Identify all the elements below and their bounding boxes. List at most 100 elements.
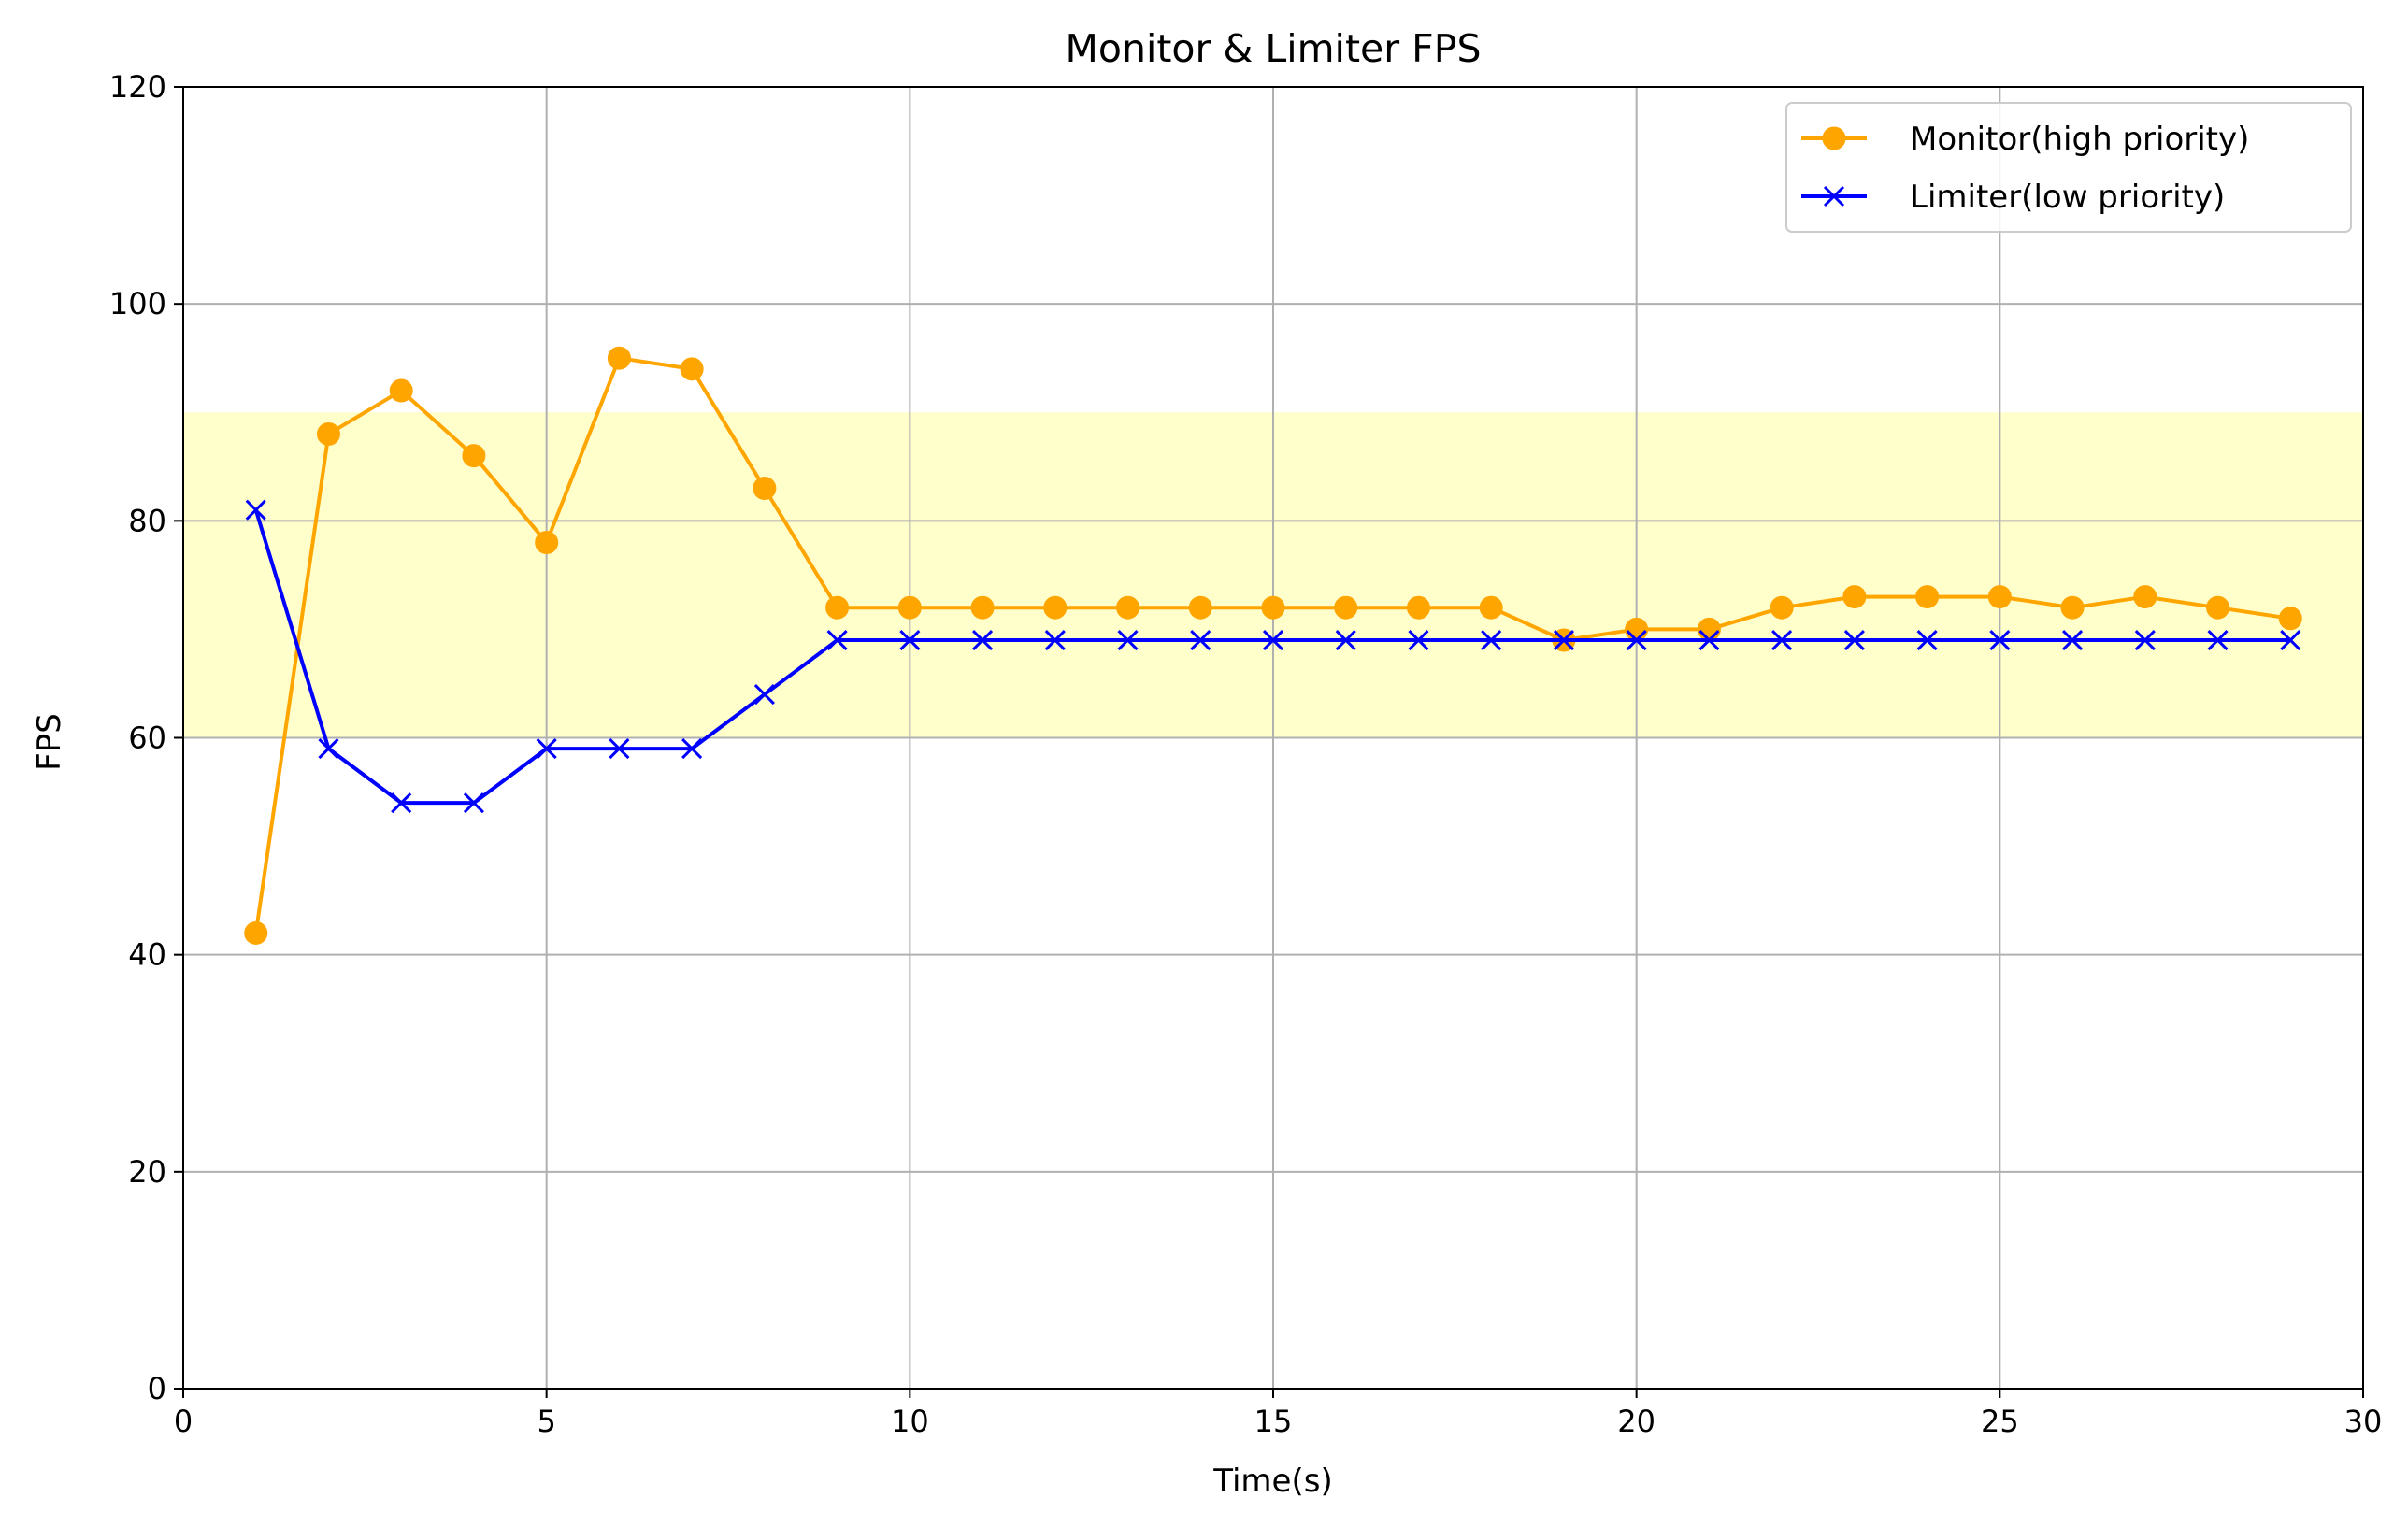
data-point xyxy=(1771,629,1793,651)
y-tick-label: 0 xyxy=(148,1371,166,1406)
data-point-stroke xyxy=(1044,629,1066,651)
data-point-stroke xyxy=(463,792,484,814)
data-point xyxy=(1117,629,1139,651)
data-point xyxy=(1770,595,1794,620)
x-tick-label: 30 xyxy=(2344,1404,2383,1439)
data-point xyxy=(680,357,704,381)
data-point-stroke xyxy=(1117,629,1139,651)
data-point xyxy=(462,444,486,468)
data-point-stroke xyxy=(536,738,557,760)
data-point xyxy=(2134,629,2156,651)
data-point-stroke xyxy=(2134,629,2156,651)
tick-layer: 0 5 10 15 20 25 30 0 20 40 60 80 100 120 xyxy=(109,69,2382,1439)
data-point-stroke xyxy=(753,684,775,706)
data-point xyxy=(899,629,921,651)
data-point xyxy=(1408,629,1429,651)
data-point xyxy=(2207,629,2229,651)
data-point xyxy=(1842,585,1867,609)
data-point-stroke xyxy=(1626,629,1647,651)
data-point xyxy=(897,595,922,620)
data-point xyxy=(1043,595,1068,620)
data-point xyxy=(1479,595,1503,620)
x-axis-title: Time(s) xyxy=(1212,1463,1332,1500)
legend: Monitor(high priority) Limiter(low priori… xyxy=(1785,102,2352,233)
data-point xyxy=(1261,595,1285,620)
data-point-stroke xyxy=(1408,629,1429,651)
data-point xyxy=(1989,629,2011,651)
data-point xyxy=(318,738,339,760)
data-point-stroke xyxy=(1698,629,1720,651)
x-tick-label: 0 xyxy=(174,1404,193,1439)
data-point xyxy=(607,346,631,370)
data-point xyxy=(244,920,268,945)
data-point xyxy=(609,738,630,760)
data-point xyxy=(2278,607,2302,631)
data-point xyxy=(2062,629,2084,651)
data-point xyxy=(316,421,340,446)
x-tick-label: 10 xyxy=(891,1404,929,1439)
data-point-stroke xyxy=(2207,629,2229,651)
data-point xyxy=(245,499,266,521)
y-tick-label: 40 xyxy=(128,937,166,973)
series-1 xyxy=(245,499,2301,814)
data-point xyxy=(1987,585,2012,609)
data-point xyxy=(2206,595,2230,620)
data-point xyxy=(972,629,994,651)
data-point xyxy=(753,684,775,706)
data-point-stroke xyxy=(1843,629,1865,651)
data-point xyxy=(1915,585,1940,609)
data-point-stroke xyxy=(1989,629,2011,651)
data-point-stroke xyxy=(2062,629,2084,651)
data-point xyxy=(463,792,484,814)
data-point-stroke xyxy=(972,629,994,651)
chart-title: Monitor & Limiter FPS xyxy=(1066,26,1482,71)
data-point xyxy=(2060,595,2085,620)
data-point xyxy=(681,738,703,760)
data-point xyxy=(1481,629,1502,651)
data-point xyxy=(826,629,848,651)
data-point xyxy=(389,378,413,403)
data-point xyxy=(1334,595,1358,620)
data-point xyxy=(970,595,995,620)
data-point xyxy=(1698,629,1720,651)
data-point xyxy=(1262,629,1284,651)
x-tick-label: 5 xyxy=(537,1404,555,1439)
data-point xyxy=(1335,629,1356,651)
data-point xyxy=(391,792,412,814)
x-tick-label: 20 xyxy=(1617,1404,1656,1439)
data-point xyxy=(825,595,850,620)
data-point-stroke xyxy=(826,629,848,651)
data-point xyxy=(1916,629,1938,651)
data-point-stroke xyxy=(1262,629,1284,651)
data-point xyxy=(1406,595,1430,620)
series-0 xyxy=(244,346,2302,945)
data-point xyxy=(1626,629,1647,651)
legend-label: Limiter(low priority) xyxy=(1910,178,2225,216)
data-point xyxy=(1116,595,1140,620)
data-point xyxy=(1553,629,1574,651)
data-point xyxy=(1697,617,1721,641)
legend-marker xyxy=(1822,126,1846,150)
legend-box xyxy=(1785,102,2352,233)
data-point-stroke xyxy=(1553,629,1574,651)
data-point xyxy=(1190,629,1211,651)
y-tick-label: 80 xyxy=(128,503,166,538)
legend-marker xyxy=(1823,185,1845,207)
x-tick-label: 25 xyxy=(1981,1404,2019,1439)
data-point-stroke xyxy=(1481,629,1502,651)
data-point xyxy=(1188,595,1212,620)
data-point-stroke xyxy=(1916,629,1938,651)
data-point xyxy=(535,531,559,555)
data-point-stroke xyxy=(391,792,412,814)
data-point xyxy=(2133,585,2157,609)
data-point xyxy=(752,477,777,501)
data-point-stroke xyxy=(1190,629,1211,651)
series-layer xyxy=(244,346,2302,945)
data-point xyxy=(2280,629,2301,651)
data-point-stroke xyxy=(2280,629,2301,651)
data-point-stroke xyxy=(245,499,266,521)
data-point xyxy=(536,738,557,760)
